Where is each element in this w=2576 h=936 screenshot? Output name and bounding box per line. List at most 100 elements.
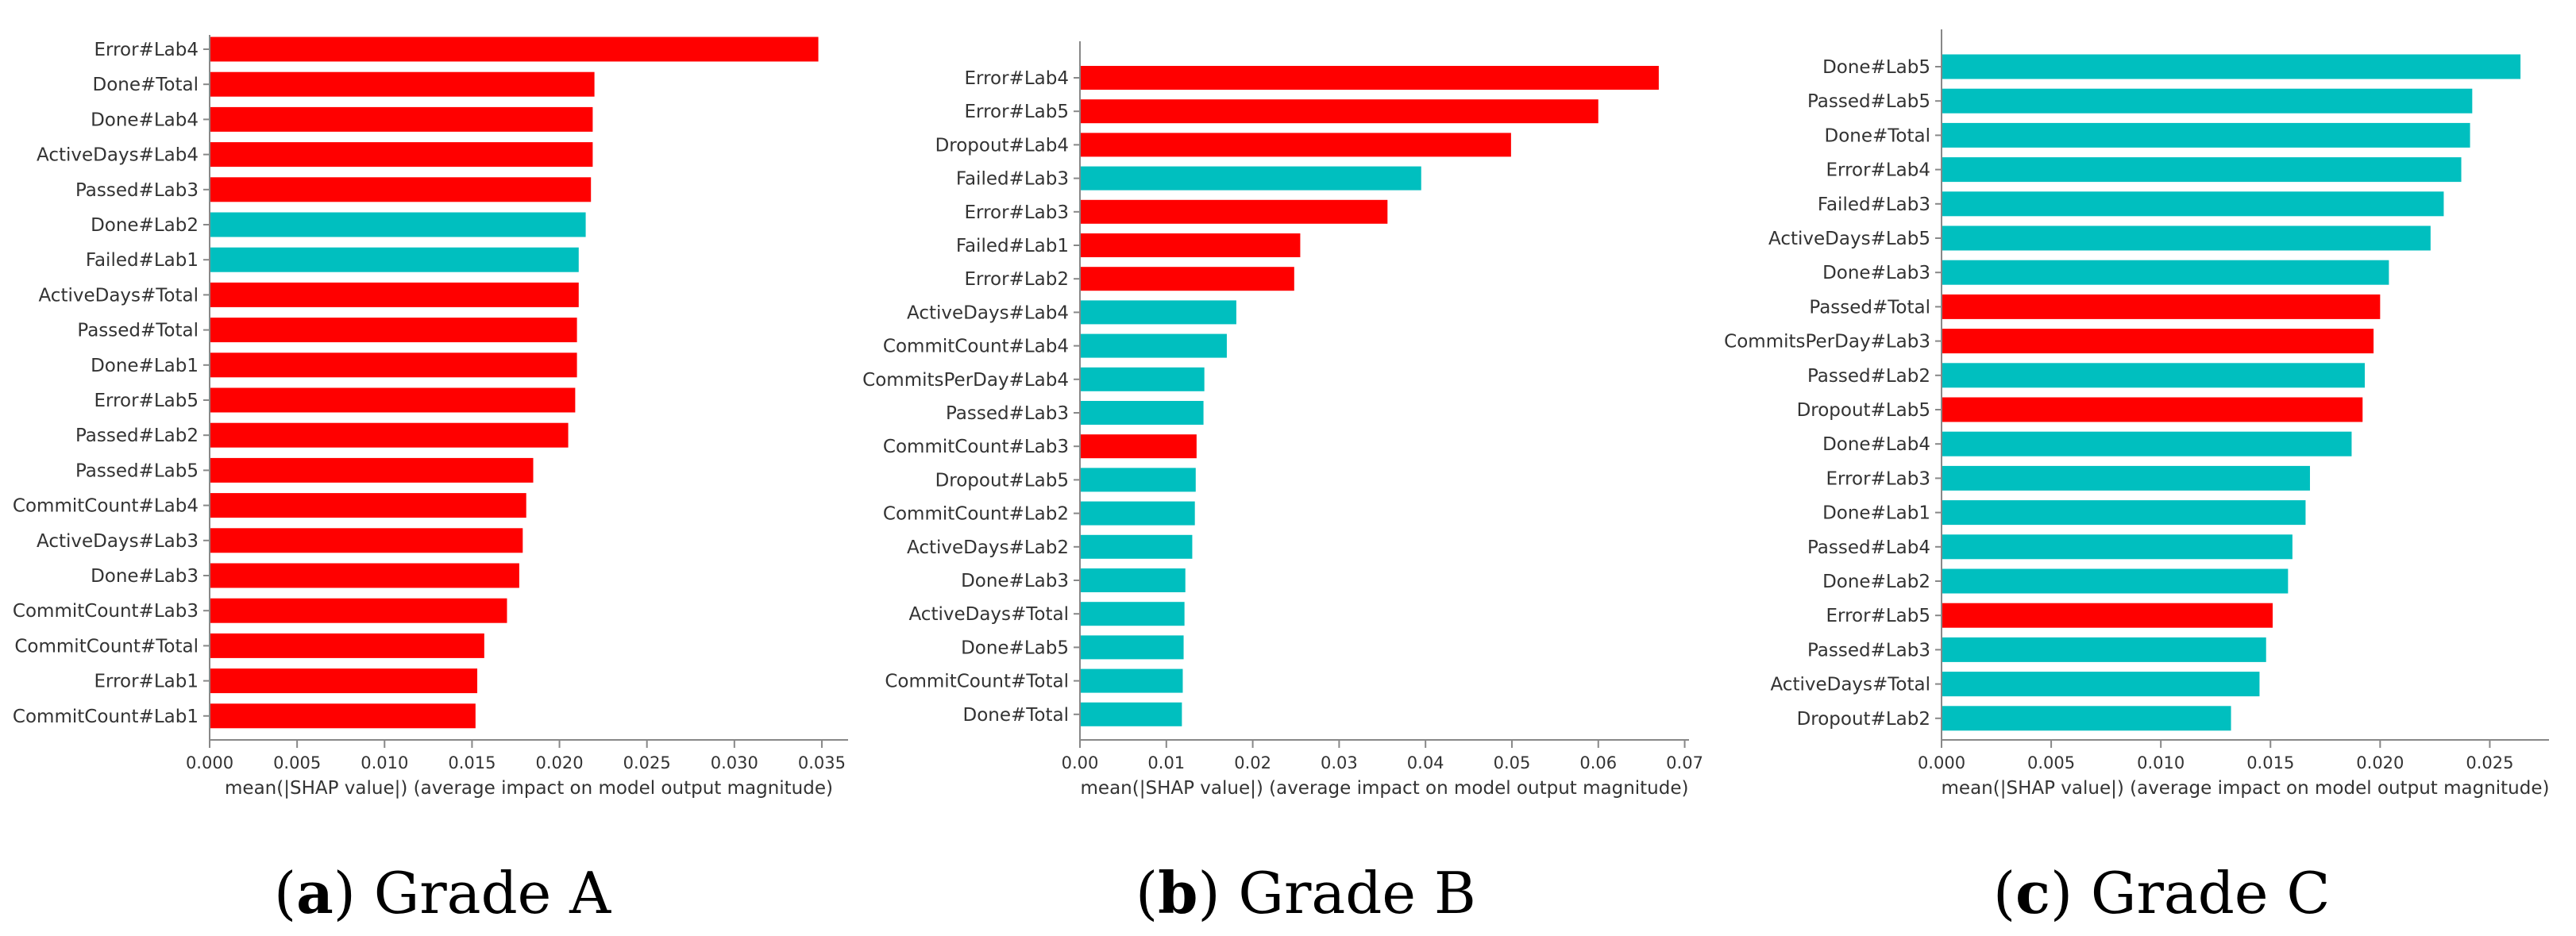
bar xyxy=(210,422,569,448)
x-tick-label: 0.00 xyxy=(1062,753,1099,772)
category-label: Passed#Lab3 xyxy=(75,180,199,201)
category-label: Error#Lab4 xyxy=(1826,160,1930,181)
category-label: ActiveDays#Lab4 xyxy=(37,145,199,166)
bar xyxy=(1942,329,2374,354)
bar xyxy=(1081,702,1182,726)
category-label: Failed#Lab1 xyxy=(86,250,199,271)
x-tick-label: 0.06 xyxy=(1579,753,1617,772)
x-tick-label: 0.015 xyxy=(2246,753,2294,772)
bar xyxy=(1942,363,2366,388)
bar xyxy=(1942,54,2521,79)
bar xyxy=(210,71,595,97)
bar xyxy=(1942,672,2260,697)
bar xyxy=(210,457,534,483)
caption-grade-c: (c) Grade C xyxy=(1993,859,2331,926)
category-label: Error#Lab3 xyxy=(1826,468,1930,489)
x-tick-label: 0.025 xyxy=(2466,753,2513,772)
category-label: Error#Lab3 xyxy=(965,202,1069,223)
bar xyxy=(1081,300,1236,325)
bar xyxy=(1081,568,1186,592)
bar xyxy=(210,142,593,168)
bar xyxy=(1942,191,2444,217)
bar xyxy=(1942,294,2381,319)
bar xyxy=(1942,534,2293,560)
x-axis-label: mean(|SHAP value|) (average impact on mo… xyxy=(225,778,833,799)
bar xyxy=(210,528,523,553)
bar xyxy=(1942,88,2473,114)
category-label: Passed#Total xyxy=(1809,297,1930,318)
category-label: ActiveDays#Lab3 xyxy=(37,531,199,552)
bar xyxy=(1942,260,2389,285)
category-label: Dropout#Lab5 xyxy=(1797,400,1930,421)
x-tick-label: 0.03 xyxy=(1321,753,1358,772)
category-label: CommitCount#Lab2 xyxy=(883,504,1069,525)
category-label: Done#Total xyxy=(1825,125,1931,146)
bar xyxy=(210,387,576,413)
category-label: ActiveDays#Total xyxy=(908,604,1069,625)
bar xyxy=(210,37,819,62)
category-label: Done#Lab5 xyxy=(961,637,1069,658)
category-label: Passed#Lab5 xyxy=(75,460,199,481)
x-tick-label: 0.020 xyxy=(2356,753,2404,772)
bar xyxy=(210,493,526,518)
x-tick-label: 0.025 xyxy=(623,753,671,772)
bar xyxy=(1081,99,1598,124)
category-label: CommitsPerDay#Lab3 xyxy=(1724,332,1930,352)
category-label: CommitCount#Lab1 xyxy=(13,707,199,727)
x-tick-label: 0.000 xyxy=(1918,753,1965,772)
x-axis-label: mean(|SHAP value|) (average impact on mo… xyxy=(1942,778,2550,799)
x-tick-label: 0.07 xyxy=(1666,753,1703,772)
category-label: Done#Lab3 xyxy=(1822,263,1930,283)
category-label: CommitCount#Lab3 xyxy=(13,601,199,622)
bar xyxy=(1081,367,1205,391)
category-label: Dropout#Lab4 xyxy=(935,135,1069,156)
bar xyxy=(210,106,593,132)
bar xyxy=(1942,431,2352,456)
x-tick-label: 0.01 xyxy=(1147,753,1185,772)
category-label: Passed#Lab3 xyxy=(1807,640,1930,661)
x-tick-label: 0.015 xyxy=(448,753,496,772)
bar xyxy=(1081,501,1195,526)
bar xyxy=(1081,133,1511,157)
bar xyxy=(1942,637,2266,662)
bar xyxy=(1081,333,1227,358)
x-tick-label: 0.04 xyxy=(1407,753,1444,772)
category-label: Error#Lab5 xyxy=(965,102,1069,122)
x-tick-label: 0.020 xyxy=(535,753,583,772)
bar xyxy=(1942,225,2431,251)
x-tick-label: 0.010 xyxy=(2137,753,2185,772)
bar xyxy=(1081,668,1183,693)
category-label: ActiveDays#Lab5 xyxy=(1768,229,1930,249)
category-label: Passed#Lab4 xyxy=(1807,537,1930,558)
category-label: Error#Lab5 xyxy=(1826,606,1930,626)
x-tick-label: 0.035 xyxy=(798,753,846,772)
category-label: ActiveDays#Lab2 xyxy=(907,537,1069,558)
category-label: Done#Lab2 xyxy=(1822,572,1930,592)
bar xyxy=(210,668,478,694)
category-label: CommitCount#Lab4 xyxy=(13,496,199,517)
bar xyxy=(1942,122,2470,148)
bar xyxy=(1081,166,1421,191)
x-tick-label: 0.02 xyxy=(1234,753,1271,772)
bar xyxy=(210,177,592,202)
category-label: Error#Lab4 xyxy=(965,68,1069,89)
caption-letter: c xyxy=(2015,859,2050,926)
bar xyxy=(210,352,577,378)
bar xyxy=(210,633,484,658)
caption-text: Grade A xyxy=(373,860,611,926)
x-tick-label: 0.010 xyxy=(361,753,408,772)
category-label: Passed#Lab3 xyxy=(946,403,1069,424)
bar xyxy=(1081,233,1301,257)
category-label: Done#Lab1 xyxy=(91,356,199,376)
bar xyxy=(1942,157,2462,183)
category-label: ActiveDays#Total xyxy=(1770,675,1930,695)
category-label: CommitCount#Lab3 xyxy=(883,437,1069,457)
category-label: Error#Lab5 xyxy=(94,391,199,411)
bar xyxy=(1942,397,2363,422)
bar xyxy=(210,212,586,237)
category-label: ActiveDays#Total xyxy=(38,285,199,306)
bar xyxy=(210,598,507,623)
x-tick-label: 0.05 xyxy=(1494,753,1531,772)
caption-text: Grade C xyxy=(2090,860,2331,926)
category-label: Passed#Lab5 xyxy=(1807,91,1930,112)
